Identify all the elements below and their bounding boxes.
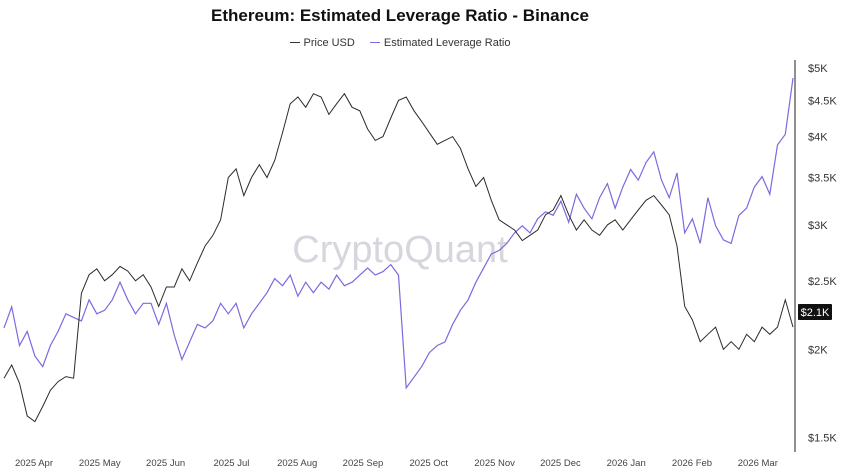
current-price-text: $2.1K bbox=[801, 307, 830, 319]
legend-leverage-label: Estimated Leverage Ratio bbox=[383, 36, 511, 49]
y-tick-label: $4K bbox=[808, 132, 828, 144]
x-tick-label: 2025 Jun bbox=[146, 458, 185, 469]
x-tick-label: 2025 Oct bbox=[410, 458, 449, 469]
y-tick-label: $3.5K bbox=[808, 173, 837, 185]
x-tick-label: 2025 Apr bbox=[15, 458, 53, 469]
y-tick-label: $2.5K bbox=[808, 276, 837, 288]
legend-leverage[interactable]: Estimated Leverage Ratio bbox=[369, 36, 511, 49]
y-tick-label: $5K bbox=[808, 63, 828, 75]
y-tick-label: $2K bbox=[808, 344, 828, 356]
y-tick-label: $4.5K bbox=[808, 95, 837, 107]
x-tick-label: 2025 Sep bbox=[343, 458, 384, 469]
x-tick-label: 2025 Jul bbox=[213, 458, 249, 469]
legend-price[interactable]: Price USD bbox=[289, 36, 355, 49]
series-leverage-line bbox=[3, 77, 794, 390]
x-tick-label: 2026 Feb bbox=[672, 458, 712, 469]
legend: Price USD Estimated Leverage Ratio bbox=[0, 34, 800, 49]
x-tick-label: 2026 Jan bbox=[607, 458, 646, 469]
chart-title: Ethereum: Estimated Leverage Ratio - Bin… bbox=[211, 6, 589, 25]
legend-price-label: Price USD bbox=[303, 36, 355, 49]
y-tick-label: $1.5K bbox=[808, 433, 837, 445]
x-tick-label: 2025 Nov bbox=[474, 458, 515, 469]
x-tick-label: 2025 Aug bbox=[277, 458, 317, 469]
x-tick-label: 2025 Dec bbox=[540, 458, 581, 469]
current-price-badge: $2.1K bbox=[798, 304, 832, 320]
watermark: CryptoQuant bbox=[292, 229, 508, 271]
x-tick-label: 2026 Mar bbox=[738, 458, 778, 469]
x-tick-label: 2025 May bbox=[79, 458, 121, 469]
y-tick-label: $3K bbox=[808, 220, 828, 232]
series-price-line bbox=[3, 92, 794, 423]
